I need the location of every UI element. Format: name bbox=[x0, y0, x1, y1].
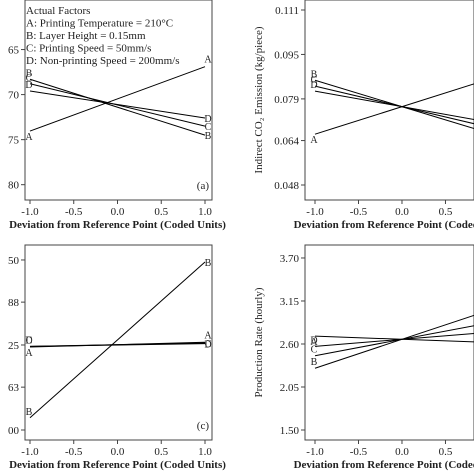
y-axis-title: Production Rate (hourly) bbox=[253, 287, 265, 397]
series-label: C bbox=[26, 73, 33, 84]
series-label: C bbox=[205, 122, 212, 133]
series-label: D bbox=[204, 340, 211, 351]
y-tick-label: 65 bbox=[8, 45, 20, 57]
y-tick-label: 63 bbox=[8, 382, 20, 394]
x-tick-label: 1.0 bbox=[198, 446, 212, 458]
series-label: D bbox=[204, 114, 211, 125]
x-tick-label: -1.0 bbox=[21, 446, 39, 458]
series-label: C bbox=[26, 335, 33, 346]
y-tick-label: 50 bbox=[8, 255, 20, 267]
x-tick-label: -1.0 bbox=[306, 446, 324, 458]
panel: 1.50 2.05 2.60 3.15 3.70 -1.0 -0.5 0.0 0.5Deviat… bbox=[253, 244, 474, 471]
y-tick-label: 0.095 bbox=[274, 49, 299, 61]
x-tick-label: 0.0 bbox=[111, 446, 125, 458]
series-label: A bbox=[310, 337, 318, 348]
series-label: D bbox=[25, 80, 32, 91]
series-label: A bbox=[310, 135, 318, 146]
series-label: D bbox=[25, 335, 32, 346]
x-tick-label: 0.0 bbox=[395, 206, 409, 218]
series-label: C bbox=[205, 339, 212, 350]
annotation: A: Printing Temperature = 210°C bbox=[26, 18, 173, 30]
y-tick-label: 3.15 bbox=[280, 296, 300, 308]
x-tick-label: 0.0 bbox=[111, 206, 125, 218]
series-label: D bbox=[310, 80, 317, 91]
series-line bbox=[29, 90, 206, 119]
series-line bbox=[314, 79, 474, 130]
plot-frame bbox=[304, 0, 474, 201]
series-label: B bbox=[26, 407, 33, 418]
x-tick-label: 0.5 bbox=[439, 206, 453, 218]
annotation: Actual Factors bbox=[26, 5, 90, 17]
plot-frame bbox=[24, 244, 213, 441]
y-tick-label: 88 bbox=[8, 297, 20, 309]
x-tick-label: -0.5 bbox=[65, 446, 83, 458]
series-label: C bbox=[311, 345, 318, 356]
y-tick-label: 3.70 bbox=[280, 253, 300, 265]
y-tick-label: 00 bbox=[8, 425, 20, 437]
series-line bbox=[29, 343, 206, 347]
panel-label: (c) bbox=[197, 420, 210, 432]
y-tick-label: 2.05 bbox=[280, 382, 300, 394]
series-label: B bbox=[26, 68, 33, 79]
y-tick-label: 70 bbox=[8, 90, 20, 102]
series-label: B bbox=[311, 69, 318, 80]
y-tick-label: 1.50 bbox=[280, 425, 300, 437]
x-tick-label: -0.5 bbox=[350, 446, 368, 458]
y-tick-label: 0.111 bbox=[275, 5, 299, 17]
y-tick-label: 0.064 bbox=[274, 136, 299, 148]
y-tick-label: 0.079 bbox=[274, 94, 299, 106]
x-tick-label: -0.5 bbox=[350, 206, 368, 218]
x-axis-title: Deviation from Reference Point (Coded Un… bbox=[9, 459, 226, 471]
series-label: B bbox=[205, 258, 212, 269]
panel-label: (a) bbox=[197, 180, 210, 192]
x-tick-label: 0.5 bbox=[154, 446, 168, 458]
series-label: A bbox=[25, 348, 33, 359]
series-line bbox=[29, 66, 206, 132]
plot-frame bbox=[24, 0, 213, 201]
x-tick-label: -1.0 bbox=[306, 206, 324, 218]
y-axis-title: Indirect CO₂ Emission (kg/piece) bbox=[253, 26, 265, 173]
y-tick-label: 0.048 bbox=[274, 180, 299, 192]
series-label: B bbox=[205, 131, 212, 142]
annotation: D: Non-printing Speed = 200mm/s bbox=[26, 55, 179, 67]
series-line bbox=[314, 332, 474, 347]
series-line bbox=[29, 261, 206, 419]
series-label: B bbox=[311, 357, 318, 368]
series-label: A bbox=[204, 55, 212, 66]
series-label: C bbox=[311, 75, 318, 86]
series-label: A bbox=[204, 330, 212, 341]
x-axis-title: Deviation from Reference Point (Coded Un… bbox=[294, 459, 474, 471]
x-tick-label: -0.5 bbox=[65, 206, 83, 218]
y-tick-label: 2.60 bbox=[280, 339, 300, 351]
series-line bbox=[29, 78, 206, 136]
series-label: D bbox=[310, 335, 317, 346]
series-line bbox=[314, 90, 474, 121]
x-tick-label: 0.5 bbox=[154, 206, 168, 218]
x-axis-title: Deviation from Reference Point (Coded Un… bbox=[9, 219, 226, 231]
x-axis-title: Deviation from Reference Point (Coded Un… bbox=[294, 219, 474, 231]
x-tick-label: 0.0 bbox=[395, 446, 409, 458]
y-tick-label: 80 bbox=[8, 180, 20, 192]
series-label: A bbox=[25, 132, 33, 143]
plot-frame bbox=[304, 244, 474, 441]
x-tick-label: -1.0 bbox=[21, 206, 39, 218]
annotation: B: Layer Height = 0.15mm bbox=[26, 30, 146, 42]
y-tick-label: 75 bbox=[8, 135, 20, 147]
y-tick-label: 25 bbox=[8, 340, 20, 352]
annotation: C: Printing Speed = 50mm/s bbox=[26, 43, 151, 55]
x-tick-label: 0.5 bbox=[439, 446, 453, 458]
x-tick-label: 1.0 bbox=[198, 206, 212, 218]
